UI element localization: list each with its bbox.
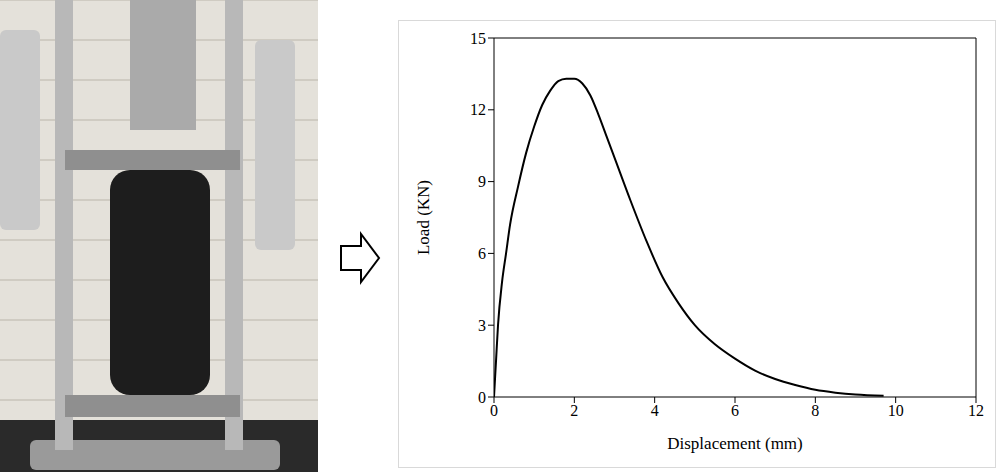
svg-text:4: 4 — [651, 402, 659, 419]
svg-text:6: 6 — [478, 245, 486, 262]
svg-text:3: 3 — [478, 317, 486, 334]
svg-text:Load (KN): Load (KN) — [414, 180, 433, 255]
svg-text:9: 9 — [478, 173, 486, 190]
svg-text:0: 0 — [490, 402, 498, 419]
svg-text:10: 10 — [888, 402, 904, 419]
svg-text:2: 2 — [570, 402, 578, 419]
svg-text:Displacement (mm): Displacement (mm) — [667, 434, 803, 453]
svg-text:15: 15 — [470, 30, 486, 47]
svg-text:12: 12 — [968, 402, 984, 419]
svg-text:12: 12 — [470, 101, 486, 118]
svg-text:0: 0 — [478, 389, 486, 406]
svg-text:8: 8 — [811, 402, 819, 419]
svg-text:6: 6 — [731, 402, 739, 419]
